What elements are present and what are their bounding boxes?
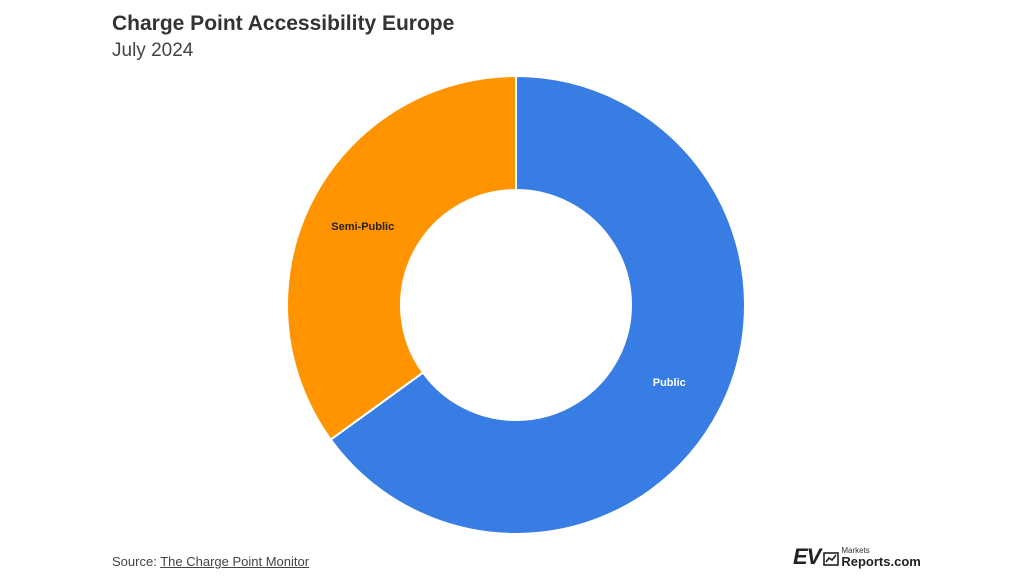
source-note: Source: The Charge Point Monitor [112,554,309,569]
slice-label-semi-public: Semi-Public [331,221,394,233]
labels-group: Public Semi-Public [331,221,685,389]
slice-label-public: Public [653,377,686,389]
source-link[interactable]: The Charge Point Monitor [160,554,310,569]
logo-markets-text: Markets [841,546,870,555]
logo-reports-text: Reports.com [841,554,921,569]
logo-ev-text: EV [793,544,821,569]
source-prefix: Source: [112,554,157,569]
line-chart-icon [823,552,840,566]
slice-public[interactable] [329,74,746,535]
slice-semi-public[interactable] [286,74,517,442]
chart-subtitle: July 2024 [112,40,194,61]
evmarketsreports-logo: EV Markets Reports.com [793,544,921,569]
slices-group [286,74,746,535]
chart-title: Charge Point Accessibility Europe [112,12,455,35]
